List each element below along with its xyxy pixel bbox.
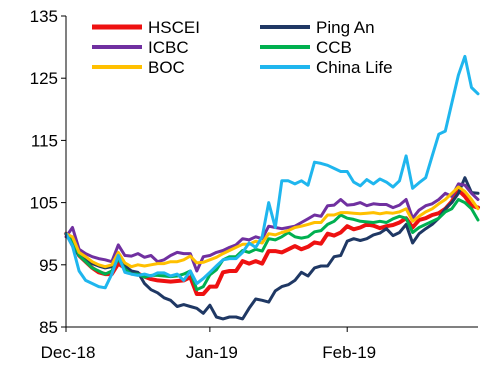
legend-label: HSCEI — [148, 18, 200, 37]
legend-label: ICBC — [148, 38, 189, 57]
y-tick-label: 85 — [39, 318, 58, 337]
plot-area: 85 95 105 115 125 135 Dec-18 Jan-19 Feb-19 — [30, 7, 480, 362]
legend: HSCEI Ping An ICBC CCB BOC China Life — [92, 18, 393, 77]
x-tick-label: Feb-19 — [322, 343, 376, 362]
series-line-ping-an — [64, 176, 480, 321]
legend-label: China Life — [316, 58, 393, 77]
axes: 85 95 105 115 125 135 Dec-18 Jan-19 Feb-19 — [30, 7, 478, 362]
legend-label: CCB — [316, 38, 352, 57]
series-line-hscei — [64, 188, 480, 296]
y-tick-label: 95 — [39, 256, 58, 275]
y-tick-label: 135 — [30, 7, 58, 26]
series-line-icbc — [64, 182, 480, 273]
legend-label: BOC — [148, 58, 185, 77]
series-line-china-life — [64, 54, 480, 290]
legend-label: Ping An — [316, 18, 375, 37]
y-tick-label: 115 — [31, 131, 58, 150]
x-tick-label: Dec-18 — [41, 343, 96, 362]
series-lines — [64, 54, 480, 321]
series-line-boc — [64, 185, 480, 269]
x-tick-label: Jan-19 — [186, 343, 238, 362]
y-tick-label: 105 — [30, 194, 58, 213]
y-tick-label: 125 — [30, 69, 58, 88]
